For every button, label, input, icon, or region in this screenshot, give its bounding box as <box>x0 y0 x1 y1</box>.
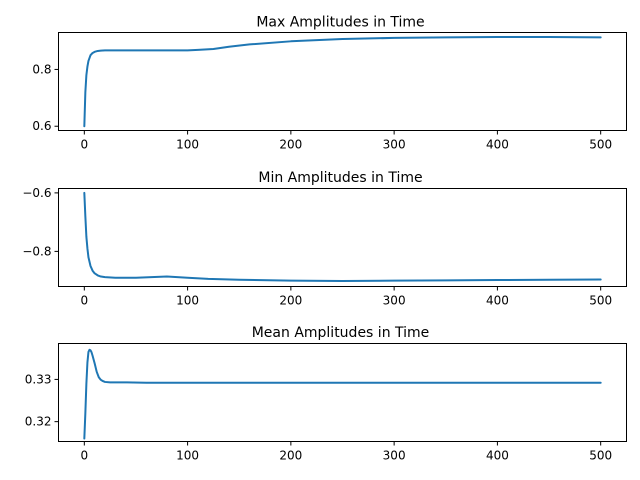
x-tick-label: 300 <box>383 138 406 152</box>
series-marks <box>83 348 602 440</box>
y-tick-label: 0.6 <box>32 119 51 133</box>
chart-title: Max Amplitudes in Time <box>256 15 424 31</box>
x-tick-label: 400 <box>486 294 509 308</box>
chart-title: Min Amplitudes in Time <box>258 170 422 186</box>
x-tick-label: 300 <box>383 449 406 463</box>
chart-title: Mean Amplitudes in Time <box>252 325 430 341</box>
x-tick-label: 300 <box>383 294 406 308</box>
plot-frame <box>58 32 627 131</box>
max-amplitudes-panel: Max Amplitudes in Time 0 100 200 300 400 5000… <box>32 15 627 152</box>
plot-frame <box>58 343 627 442</box>
y-tick-label: 0.32 <box>25 415 52 429</box>
y-tick-label: 0.33 <box>25 372 52 386</box>
x-tick-label: 0 <box>80 294 88 308</box>
series-line <box>83 36 602 128</box>
mean-amplitudes-panel: Mean Amplitudes in Time 0 100 200 300 400 500… <box>25 325 627 463</box>
x-tick-label: 0 <box>80 449 88 463</box>
axis-ticks: 0 100 200 300 400 500 −0.6 −0.8 <box>22 186 612 308</box>
x-tick-label: 200 <box>279 138 302 152</box>
x-tick-label: 100 <box>176 449 199 463</box>
axis-ticks: 0 100 200 300 400 500 0.6 0.8 <box>32 62 612 151</box>
x-tick-label: 500 <box>589 138 612 152</box>
min-amplitudes-panel: Min Amplitudes in Time 0 100 200 300 400 500 −… <box>22 170 627 308</box>
y-tick-label: −0.8 <box>22 244 51 258</box>
axis-ticks: 0 100 200 300 400 500 0.32 0.33 <box>25 372 612 462</box>
x-tick-label: 0 <box>80 138 88 152</box>
plot-frame <box>58 188 627 287</box>
x-tick-label: 400 <box>486 138 509 152</box>
y-tick-label: −0.6 <box>22 186 51 200</box>
x-tick-label: 400 <box>486 449 509 463</box>
x-tick-label: 100 <box>176 138 199 152</box>
x-tick-label: 100 <box>176 294 199 308</box>
x-tick-label: 200 <box>279 449 302 463</box>
x-tick-label: 500 <box>589 449 612 463</box>
series-marks <box>83 191 602 282</box>
series-marks <box>83 36 602 128</box>
x-tick-label: 200 <box>279 294 302 308</box>
series-line <box>83 191 602 282</box>
y-tick-label: 0.8 <box>32 62 51 76</box>
x-tick-label: 500 <box>589 294 612 308</box>
series-line <box>83 348 602 440</box>
